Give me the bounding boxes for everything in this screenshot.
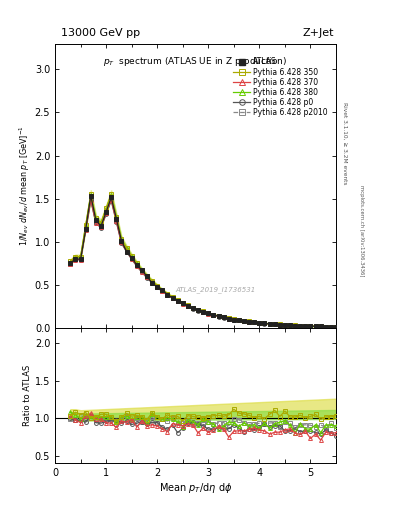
Y-axis label: Ratio to ATLAS: Ratio to ATLAS bbox=[23, 365, 32, 426]
Text: $p_T$  spectrum (ATLAS UE in Z production): $p_T$ spectrum (ATLAS UE in Z production… bbox=[103, 55, 288, 68]
Y-axis label: $1/N_{ev}$ $dN_{ev}/d$ mean $p_T$ [GeV]$^{-1}$: $1/N_{ev}$ $dN_{ev}/d$ mean $p_T$ [GeV]$… bbox=[17, 125, 32, 246]
Text: 13000 GeV pp: 13000 GeV pp bbox=[61, 28, 140, 38]
X-axis label: Mean $p_T$/d$\eta$ d$\phi$: Mean $p_T$/d$\eta$ d$\phi$ bbox=[159, 481, 232, 495]
Text: ATLAS_2019_I1736531: ATLAS_2019_I1736531 bbox=[175, 286, 255, 293]
Text: mcplots.cern.ch [arXiv:1306.3436]: mcplots.cern.ch [arXiv:1306.3436] bbox=[359, 185, 364, 276]
Legend: ATLAS, Pythia 6.428 350, Pythia 6.428 370, Pythia 6.428 380, Pythia 6.428 p0, Py: ATLAS, Pythia 6.428 350, Pythia 6.428 37… bbox=[232, 56, 329, 119]
Text: Z+Jet: Z+Jet bbox=[303, 28, 334, 38]
Text: Rivet 3.1.10, ≥ 3.2M events: Rivet 3.1.10, ≥ 3.2M events bbox=[342, 102, 347, 185]
